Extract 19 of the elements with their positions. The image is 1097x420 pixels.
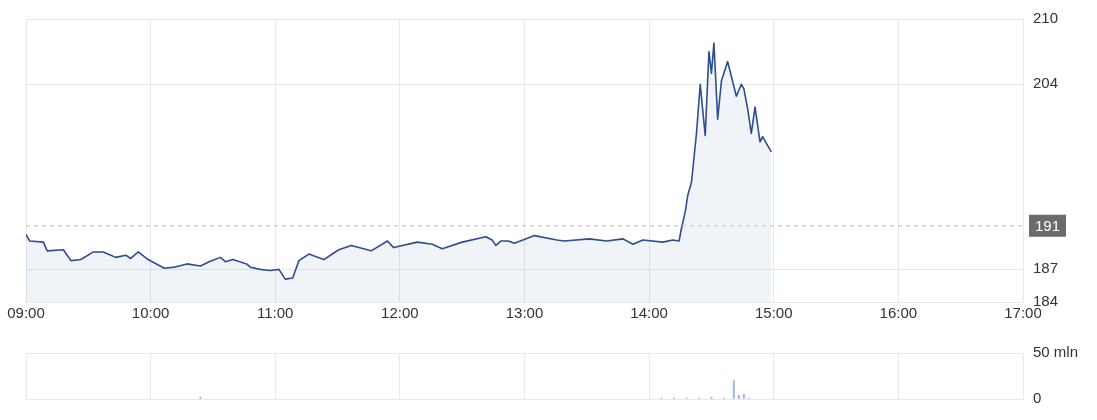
x-tick-label: 11:00 bbox=[257, 304, 294, 322]
x-tick-label: 12:00 bbox=[381, 304, 419, 322]
x-tick-label: 15:00 bbox=[754, 304, 793, 322]
x-tick-label: 16:00 bbox=[879, 304, 918, 322]
x-tick-label: 14:00 bbox=[630, 304, 668, 322]
x-tick-label: 13:00 bbox=[505, 304, 544, 322]
y-tick-label: 210 bbox=[1033, 9, 1059, 27]
bar bbox=[710, 396, 713, 399]
x-tick-label: 09:00 bbox=[7, 304, 45, 322]
bar bbox=[199, 396, 202, 399]
ref-line-label: 191 bbox=[1035, 216, 1061, 234]
x-tick-label: 10:00 bbox=[131, 304, 170, 322]
bar bbox=[732, 380, 735, 399]
y-tick-label: 0 bbox=[1033, 389, 1042, 407]
bar bbox=[742, 394, 745, 399]
y-tick-label: 187 bbox=[1033, 259, 1059, 277]
y-tick-label: 204 bbox=[1033, 74, 1059, 92]
y-tick-label: 50 mln bbox=[1033, 343, 1079, 361]
bar bbox=[737, 394, 740, 399]
